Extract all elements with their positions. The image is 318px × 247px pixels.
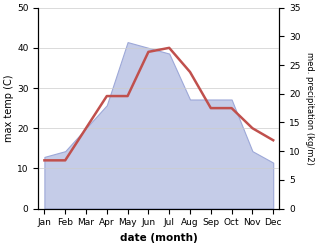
Y-axis label: med. precipitation (kg/m2): med. precipitation (kg/m2)	[305, 52, 314, 165]
X-axis label: date (month): date (month)	[120, 233, 198, 243]
Y-axis label: max temp (C): max temp (C)	[4, 74, 14, 142]
